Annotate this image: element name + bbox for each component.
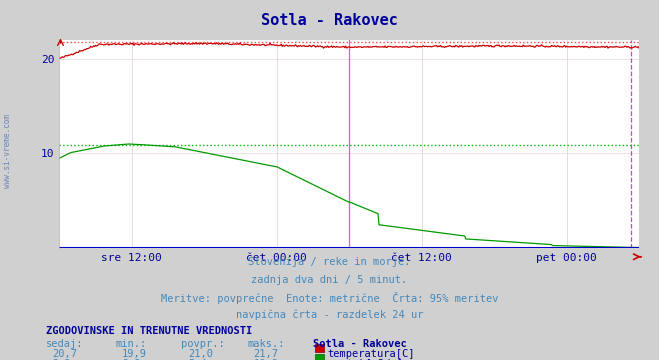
Text: povpr.:: povpr.: [181, 339, 225, 350]
Text: navpična črta - razdelek 24 ur: navpična črta - razdelek 24 ur [236, 309, 423, 320]
Text: 2,2: 2,2 [122, 359, 140, 360]
Text: 21,7: 21,7 [254, 349, 279, 359]
Text: 20,7: 20,7 [53, 349, 78, 359]
Text: min.:: min.: [115, 339, 146, 350]
Text: Sotla - Rakovec: Sotla - Rakovec [313, 339, 407, 350]
Text: temperatura[C]: temperatura[C] [328, 349, 415, 359]
Text: pretok[m3/s]: pretok[m3/s] [328, 359, 403, 360]
Text: Sotla - Rakovec: Sotla - Rakovec [261, 13, 398, 28]
Text: 2,2: 2,2 [53, 359, 71, 360]
Text: Meritve: povprečne  Enote: metrične  Črta: 95% meritev: Meritve: povprečne Enote: metrične Črta:… [161, 292, 498, 304]
Text: Slovenija / reke in morje.: Slovenija / reke in morje. [248, 257, 411, 267]
Text: maks.:: maks.: [247, 339, 285, 350]
Text: www.si-vreme.com: www.si-vreme.com [3, 114, 13, 188]
Text: ZGODOVINSKE IN TRENUTNE VREDNOSTI: ZGODOVINSKE IN TRENUTNE VREDNOSTI [46, 326, 252, 336]
Text: sedaj:: sedaj: [46, 339, 84, 350]
Text: zadnja dva dni / 5 minut.: zadnja dva dni / 5 minut. [251, 275, 408, 285]
Text: 5,4: 5,4 [188, 359, 206, 360]
Text: 19,9: 19,9 [122, 349, 147, 359]
Text: 21,0: 21,0 [188, 349, 213, 359]
Text: 10,9: 10,9 [254, 359, 279, 360]
